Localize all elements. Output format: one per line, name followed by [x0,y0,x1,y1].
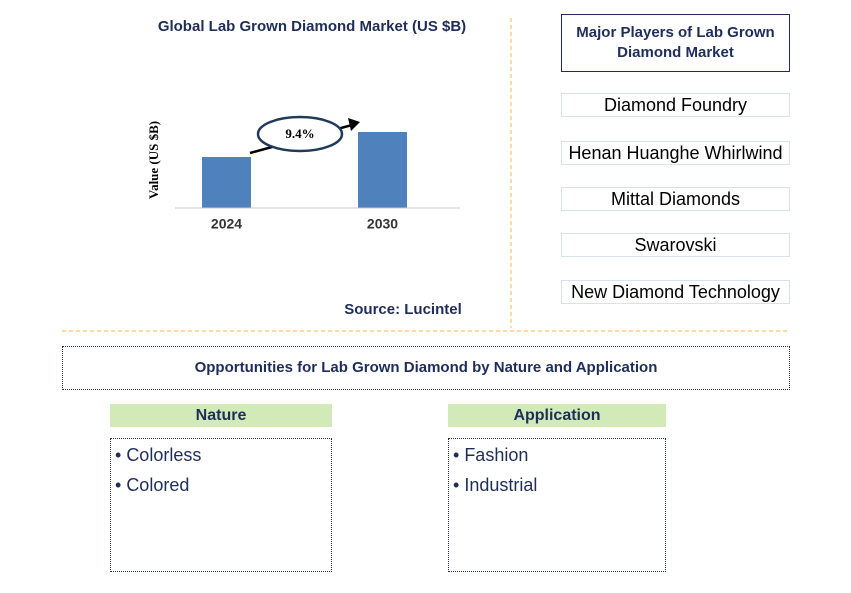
arrow-head [348,118,360,131]
y-axis-label: Value (US $B) [146,121,161,199]
players-title: Major Players of Lab Grown Diamond Marke… [561,14,790,72]
opportunities-title: Opportunities for Lab Grown Diamond by N… [62,346,790,390]
item-text: Colored [126,475,190,495]
x-tick-label: 2024 [211,216,242,232]
group-title: Application [448,404,666,427]
bar [202,157,251,208]
item-text: Fashion [464,445,529,465]
cagr-ellipse [256,115,344,153]
item: • Fashion [453,445,529,465]
player: Diamond Foundry [561,93,790,117]
item: • Colorless [115,445,202,465]
group-box: • Fashion • Industrial [448,438,666,572]
item: • Colored [115,475,190,495]
chart-title: Global Lab Grown Diamond Market (US $B) [158,18,466,35]
x-tick-label: 2030 [367,216,398,232]
item-text: Colorless [126,445,202,465]
player: Mittal Diamonds [561,187,790,211]
source: Source: Lucintel [344,301,462,318]
item-text: Industrial [464,475,538,495]
bar [358,132,407,208]
group-title: Nature [110,404,332,427]
group-box: • Colorless • Colored [110,438,332,572]
player: Swarovski [561,233,790,257]
player: New Diamond Technology [561,280,790,304]
plot: 2024 2030 [202,132,407,232]
item: • Industrial [453,475,538,495]
cagr-label: 9.4% [285,126,314,141]
player: Henan Huanghe Whirlwind [561,141,790,165]
